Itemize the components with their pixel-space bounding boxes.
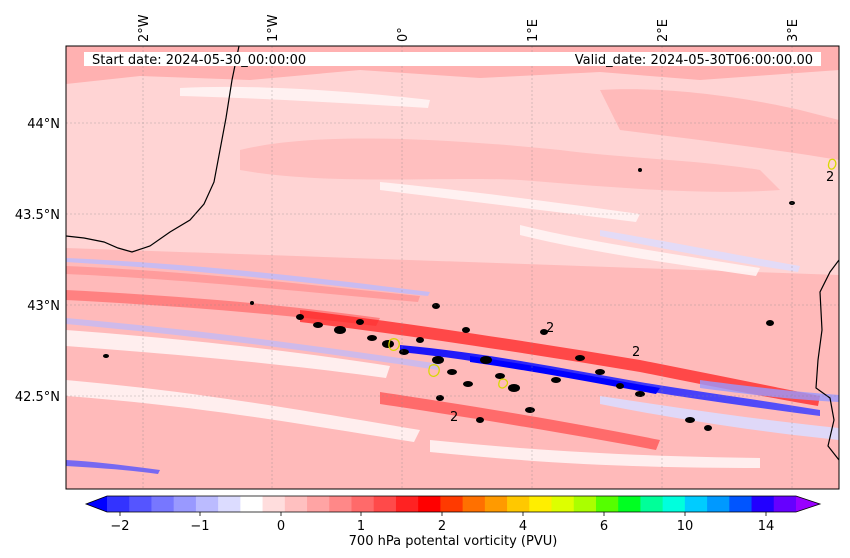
coastline — [66, 46, 839, 461]
colorbar-extend-min — [86, 496, 107, 512]
pv-high-bands — [66, 266, 820, 450]
colorbar-segment — [329, 496, 352, 512]
colorbar-segment — [462, 496, 486, 512]
colorbar-segment — [151, 496, 175, 512]
colorbar-segment — [751, 496, 775, 512]
lat-tick: 43.5°N — [15, 208, 60, 223]
lon-tick: 3°E — [786, 19, 801, 42]
colorbar-segment — [395, 496, 419, 512]
contour-label: 2 — [632, 345, 640, 360]
lon-tick: 1°W — [266, 14, 281, 42]
colorbar-tick-label: 10 — [677, 519, 694, 534]
colorbar-ticks — [119, 512, 767, 516]
colorbar-tick-label: 6 — [600, 519, 608, 534]
contour-label: 2 — [826, 170, 834, 185]
pv-contour-blobs — [103, 168, 795, 431]
lon-tick: 2°W — [137, 14, 152, 42]
map-frame — [65, 45, 840, 490]
colorbar-segment — [240, 496, 264, 512]
colorbar-segment — [529, 496, 553, 512]
colorbar-segment — [218, 496, 241, 512]
colorbar-tick-label: −1 — [190, 519, 209, 534]
colorbar-segment — [373, 496, 397, 512]
colorbar-segment — [173, 496, 197, 512]
colorbar-segment — [507, 496, 530, 512]
lat-tick-labels: 44°N 43.5°N 43°N 42.5°N — [15, 117, 60, 405]
colorbar-segment — [418, 496, 441, 512]
colorbar-segment — [773, 496, 797, 512]
colorbar-segment — [729, 496, 753, 512]
colorbar-segment — [107, 496, 130, 512]
colorbar-outline — [84, 495, 822, 513]
valid-date-label: Valid_date: 2024-05-30T06:00:00.00 — [575, 53, 813, 68]
colorbar-tick-label: 4 — [519, 519, 527, 534]
colorbar-segment — [484, 496, 508, 512]
colorbar-segment — [129, 496, 152, 512]
pv-contour-lines — [388, 158, 837, 389]
pv-negative-bands — [66, 230, 839, 474]
lon-tick: 0° — [396, 27, 411, 42]
colorbar-tick-label: 0 — [277, 519, 285, 534]
colorbar: −2 −1 0 1 2 4 6 10 14 700 hPa potental v… — [84, 495, 822, 549]
colorbar-tick-label: 14 — [758, 519, 775, 534]
colorbar-extend-max — [796, 496, 820, 512]
lon-tick: 2°E — [656, 19, 671, 42]
colorbar-segment — [307, 496, 330, 512]
lat-tick: 42.5°N — [15, 390, 60, 405]
colorbar-tick-label: −2 — [110, 519, 129, 534]
colorbar-tick-label: 2 — [438, 519, 446, 534]
colorbar-segment — [573, 496, 597, 512]
colorbar-segment — [684, 496, 708, 512]
colorbar-title: 700 hPa potental vorticity (PVU) — [349, 534, 558, 549]
colorbar-segment — [662, 496, 686, 512]
pv-low-streaks — [66, 86, 760, 468]
colorbar-tick-label: 1 — [357, 519, 365, 534]
colorbar-segment — [195, 496, 219, 512]
colorbar-segments — [86, 496, 820, 512]
start-date-label: Start date: 2024-05-30_00:00:00 — [92, 53, 306, 68]
colorbar-segment — [284, 496, 308, 512]
info-banner — [84, 52, 821, 66]
colorbar-segment — [595, 496, 619, 512]
lat-tick: 43°N — [27, 299, 60, 314]
colorbar-segment — [551, 496, 575, 512]
colorbar-segment — [707, 496, 730, 512]
lon-tick: 1°E — [526, 19, 541, 42]
colorbar-segment — [351, 496, 375, 512]
contour-label: 2 — [450, 410, 458, 425]
graticule — [66, 46, 839, 489]
map-area: 2 2 2 2 — [66, 46, 839, 489]
lat-tick: 44°N — [27, 117, 60, 132]
colorbar-segment — [640, 496, 664, 512]
contour-label: 2 — [546, 321, 554, 336]
colorbar-segment — [618, 496, 641, 512]
lon-tick-labels: 2°W 1°W 0° 1°E 2°E 3°E — [137, 14, 801, 42]
colorbar-segment — [262, 496, 286, 512]
colorbar-segment — [440, 496, 464, 512]
